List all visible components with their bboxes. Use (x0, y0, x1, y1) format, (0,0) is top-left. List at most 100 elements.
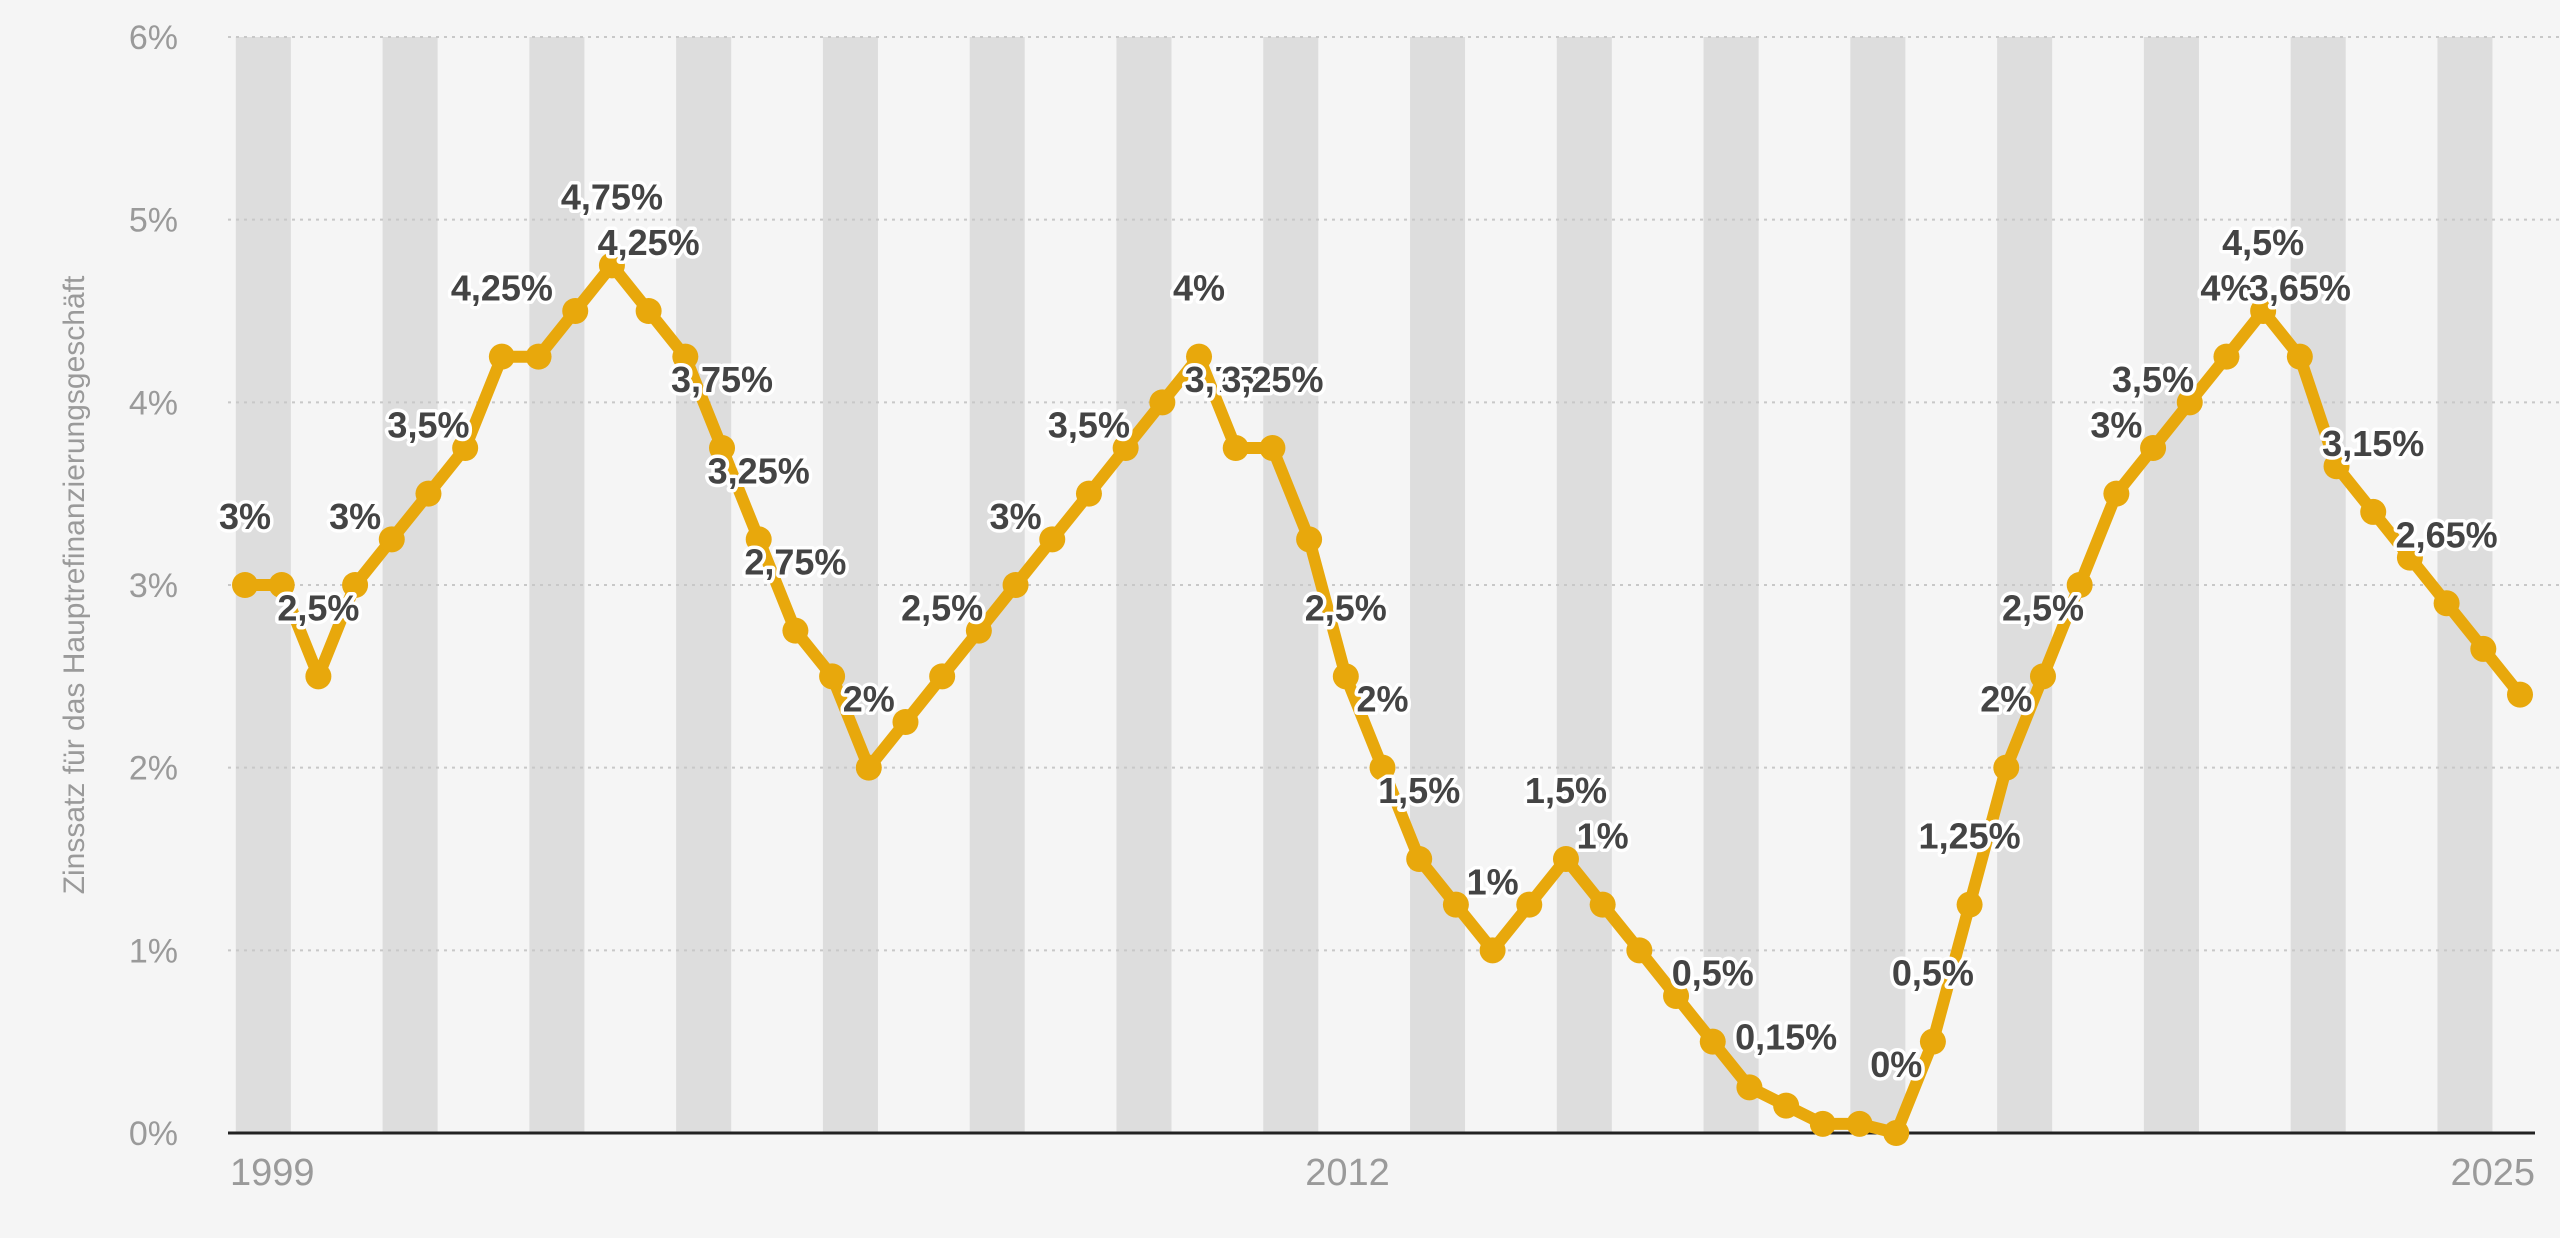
data-point (1442, 891, 1469, 918)
data-label: 1,25% (1919, 816, 2021, 857)
data-label: 4,75% (561, 176, 663, 217)
data-point (2360, 498, 2387, 525)
data-point (1919, 1028, 1946, 1055)
data-point (1075, 480, 1102, 507)
data-point (378, 526, 405, 553)
data-point (1956, 891, 1983, 918)
data-point (2250, 298, 2277, 324)
data-labels: 3%2,5%3%3,5%4,25%4,75%4,25%3,75%3,25%2,7… (215, 173, 2501, 1089)
data-point (2286, 343, 2313, 370)
data-label: 2% (1356, 679, 1408, 720)
data-point (1002, 572, 1029, 598)
data-point (1846, 1110, 1873, 1137)
data-point (929, 663, 956, 690)
data-label: 4% (1173, 268, 1225, 309)
data-label: 4,5% (2222, 222, 2304, 263)
data-point (415, 480, 442, 507)
data-point (635, 298, 662, 324)
y-tick-label: 1% (129, 932, 178, 970)
x-tick-label: 1999 (230, 1152, 315, 1194)
data-point (745, 526, 772, 553)
data-label: 3,75% (1185, 359, 1287, 400)
data-point (1332, 663, 1359, 690)
data-label: 2% (1980, 679, 2032, 720)
data-label: 2,5% (901, 587, 983, 628)
data-point (1626, 937, 1653, 964)
data-label: 4% (2200, 268, 2252, 309)
data-point (2140, 435, 2167, 461)
data-label: 1% (1577, 816, 1629, 857)
data-point (2103, 480, 2130, 507)
data-label: 3% (2090, 405, 2142, 446)
data-label: 3,5% (1048, 405, 1130, 446)
data-point (1809, 1110, 1836, 1137)
data-point (1149, 389, 1176, 416)
y-tick-label: 2% (129, 750, 178, 788)
data-label: 2,75% (744, 542, 846, 583)
data-point (1406, 846, 1433, 872)
data-label: 0,5% (1892, 953, 1974, 994)
data-label: 3,5% (387, 405, 469, 446)
x-tick-label: 2012 (1305, 1152, 1390, 1194)
data-point (1259, 435, 1286, 461)
data-label: 3% (990, 496, 1042, 537)
data-point (525, 343, 552, 370)
data-point (1663, 983, 1690, 1009)
y-axis-ticks: 0% 1% 2% 3% 4% 5% 6% (129, 19, 178, 1153)
data-label: 2,5% (2002, 587, 2084, 628)
data-point (672, 343, 699, 370)
x-axis-ticks: 1999 2012 2025 (230, 1152, 2535, 1194)
data-label: 1% (1467, 861, 1519, 902)
data-label: 1,5% (1525, 770, 1607, 811)
data-label: 2% (843, 679, 895, 720)
data-point (305, 663, 332, 690)
data-point (2029, 663, 2056, 690)
data-label: 0% (1870, 1044, 1922, 1085)
data-point (1186, 343, 1213, 370)
data-point (1699, 1028, 1726, 1055)
data-point (855, 754, 882, 781)
y-tick-label: 3% (129, 567, 178, 605)
data-point (1516, 891, 1543, 918)
data-point (2323, 453, 2350, 480)
data-label: 3,75% (671, 359, 773, 400)
data-point (1773, 1092, 1800, 1119)
data-label: 3,25% (1221, 359, 1323, 400)
data-label: 1,5% (1378, 770, 1460, 811)
data-label: 3,15% (2322, 423, 2424, 464)
data-label: 2,5% (277, 587, 359, 628)
data-point (1039, 526, 1066, 553)
data-point (1222, 435, 1249, 461)
data-point (488, 343, 515, 370)
data-point (1589, 891, 1616, 918)
y-tick-label: 0% (129, 1115, 178, 1153)
data-point (965, 617, 992, 644)
data-point (598, 252, 625, 279)
data-label: 3,65% (2249, 268, 2351, 309)
y-tick-label: 6% (129, 19, 178, 57)
data-point (562, 298, 589, 324)
data-point (1883, 1120, 1910, 1146)
data-point (1296, 526, 1323, 553)
data-point (452, 435, 479, 461)
data-point (2470, 635, 2497, 662)
data-label: 2,5% (1305, 587, 1387, 628)
data-point (709, 435, 736, 461)
data-point (819, 663, 846, 690)
data-point (1479, 937, 1506, 964)
data-label: 3% (329, 496, 381, 537)
data-point (2066, 572, 2093, 598)
data-point (268, 572, 295, 598)
data-label: 3% (219, 496, 271, 537)
data-label: 4,25% (451, 268, 553, 309)
data-point (232, 572, 258, 598)
data-point (2213, 343, 2240, 370)
data-point (2396, 544, 2423, 571)
y-tick-label: 5% (129, 202, 178, 240)
data-point (1552, 846, 1579, 872)
data-point (1736, 1074, 1763, 1101)
data-point (2176, 389, 2203, 416)
data-point (2507, 681, 2533, 708)
x-tick-label: 2025 (2450, 1152, 2535, 1194)
